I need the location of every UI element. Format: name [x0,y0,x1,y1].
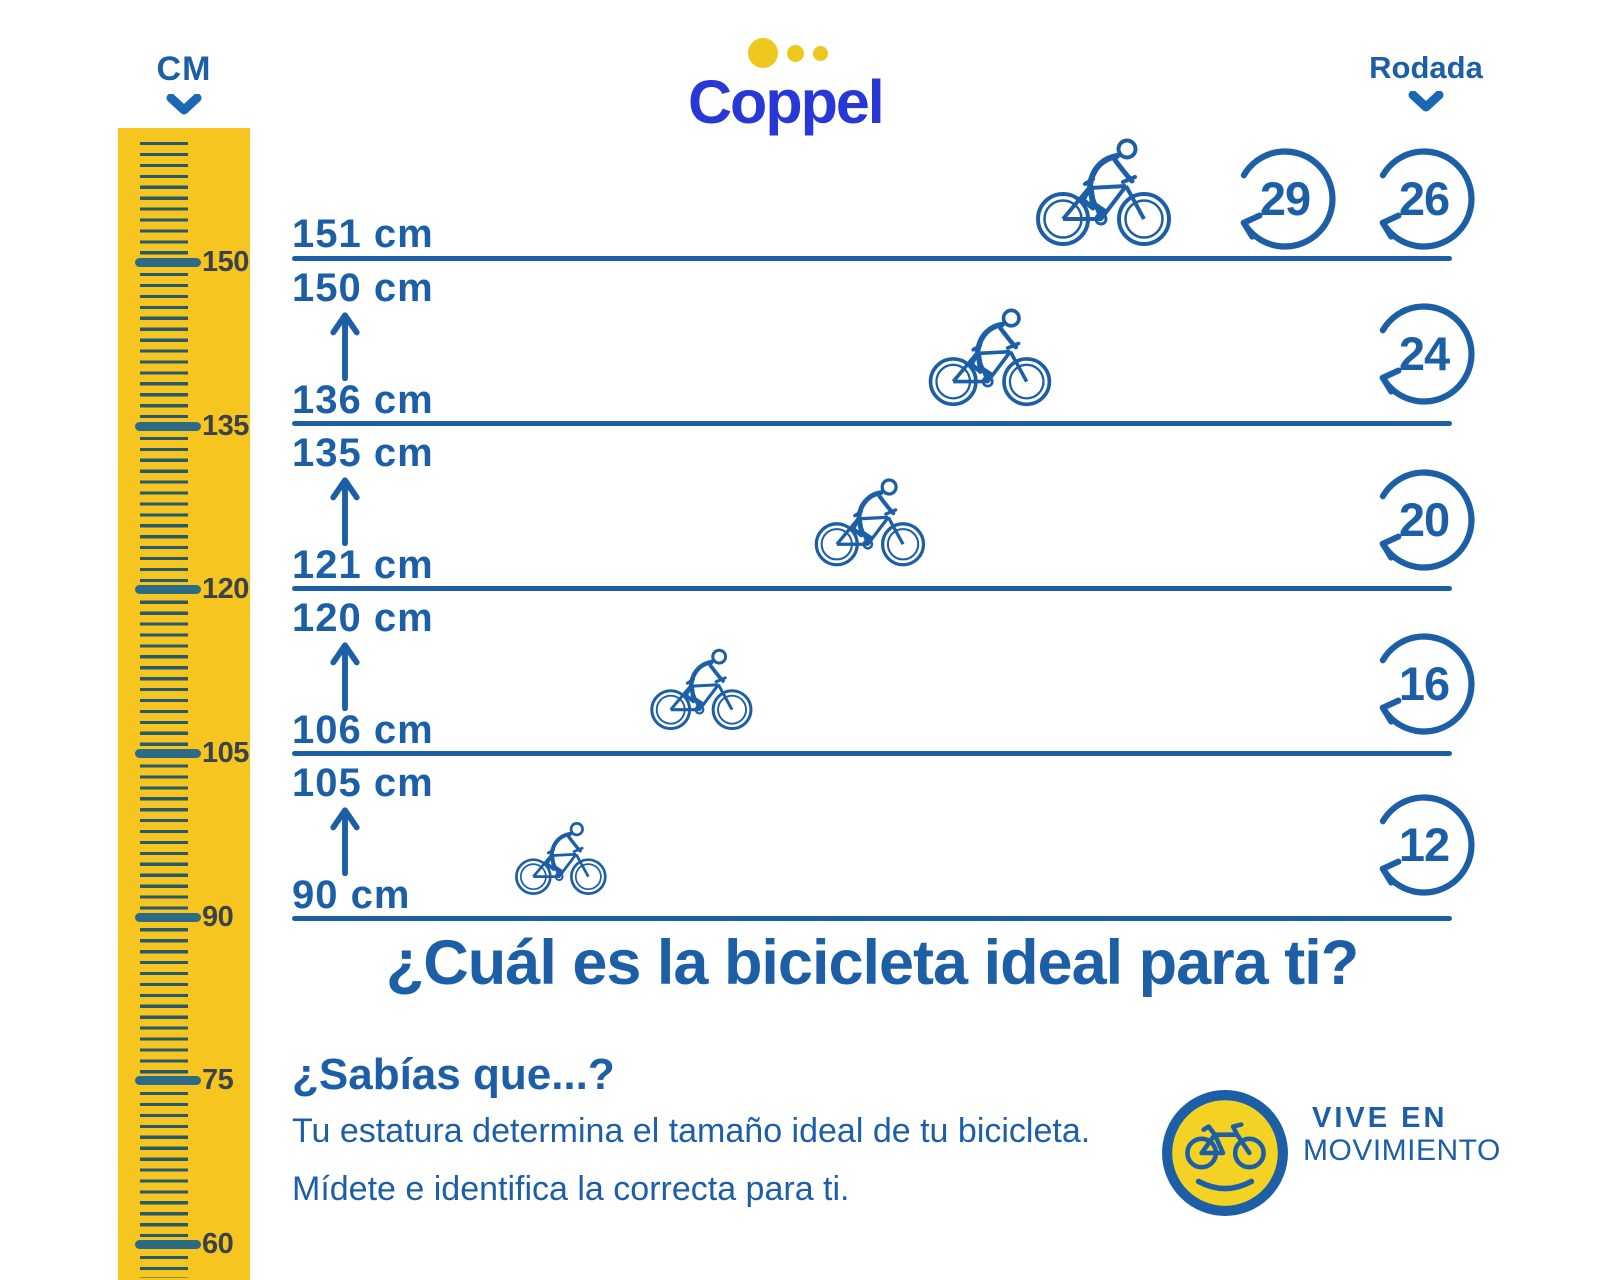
rodada-label: Rodada [1369,50,1483,85]
fact-line: Mídete e identifica la correcta para ti. [292,1170,850,1208]
coppel-wordmark: Coppel [688,68,885,136]
ruler-major-tick [135,749,201,758]
divider-line [292,421,1452,426]
range-up-arrow-icon [326,804,364,876]
height-max-label: 105 cm [292,761,434,805]
wheel-size-value: 20 [1398,492,1450,546]
ruler-major-tick [135,585,201,594]
wheel-size-value: 29 [1259,171,1311,225]
ruler-major-tick [135,913,201,922]
height-max-label: 120 cm [292,596,434,640]
cyclist-icon [926,308,1053,408]
wheel-size-badge: 20 [1367,463,1481,577]
chevron-down-icon [166,94,202,116]
height-max-label: 151 cm [292,212,434,256]
wheel-size-badge: 24 [1367,297,1481,411]
ruler-tick-label: 135 [202,410,249,442]
ruler-tick-label: 120 [202,573,249,605]
range-up-arrow-icon [326,639,364,711]
fact-heading: ¿Sabías que...? [292,1050,615,1099]
dot-icon [787,44,804,62]
coppel-dots-icon [748,36,928,70]
fact-line: Tu estatura determina el tamaño ideal de… [292,1112,1091,1150]
chevron-down-icon [1408,91,1444,113]
cyclist-icon [513,820,608,898]
height-max-label: 135 cm [292,431,434,475]
wheel-size-badge: 12 [1367,788,1481,902]
ruler-tick-label: 105 [202,737,249,769]
dot-icon [813,45,828,61]
wheel-size-badge: 29 [1228,142,1342,256]
smiley-bike-icon [1160,1088,1290,1218]
cyclist-icon [648,644,754,736]
coppel-logo: Coppel [688,36,928,134]
rodada-column-header: Rodada [1346,50,1506,113]
height-min-label: 90 cm [292,873,411,917]
ruler-tick-label: 75 [202,1064,234,1096]
range-up-arrow-icon [326,309,364,381]
divider-line [292,916,1452,921]
height-min-label: 136 cm [292,378,434,422]
height-max-label: 150 cm [292,266,434,310]
wheel-size-value: 16 [1398,656,1450,710]
cyclist-icon [812,478,927,568]
ruler-major-tick [135,1240,201,1249]
wheel-size-value: 24 [1398,326,1450,380]
movimiento-label: MOVIMIENTO [1303,1134,1501,1167]
cm-column-header: CM [118,50,250,116]
wheel-size-badge: 16 [1367,627,1481,741]
ruler-major-tick [135,258,201,267]
height-ruler: 150 135 120 105 90 75 60 [118,128,250,1280]
height-min-label: 121 cm [292,543,434,587]
ruler-major-tick [135,1076,201,1085]
wheel-size-badge: 26 [1367,142,1481,256]
ruler-major-tick [135,422,201,431]
page-title: ¿Cuál es la bicicleta ideal para ti? [385,928,1359,998]
wheel-size-value: 12 [1398,817,1450,871]
dot-icon [748,38,778,68]
height-min-label: 106 cm [292,708,434,752]
divider-line [292,256,1452,261]
range-up-arrow-icon [326,474,364,546]
ruler-tick-label: 150 [202,246,249,278]
divider-line [292,586,1452,591]
cyclist-icon [1033,138,1173,248]
ruler-tick-label: 60 [202,1228,234,1260]
wheel-size-value: 26 [1398,171,1450,225]
divider-line [292,751,1452,756]
cm-label: CM [156,50,212,88]
vive-en-label: VIVE EN [1312,1102,1448,1134]
ruler-tick-label: 90 [202,901,234,933]
